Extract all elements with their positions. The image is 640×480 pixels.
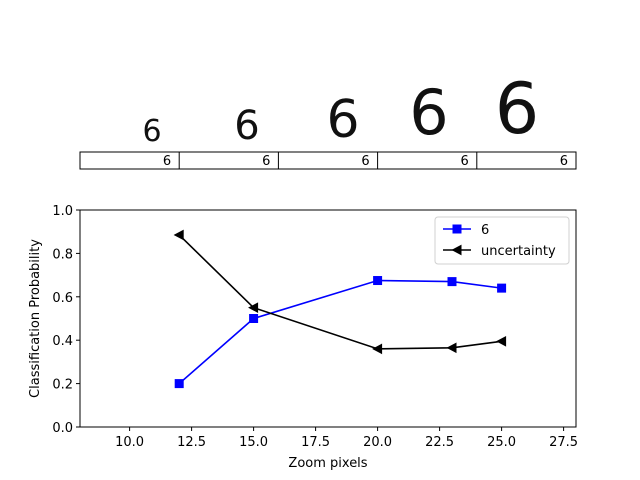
table-cell-label-1: 6: [163, 154, 171, 169]
series-2: [173, 229, 507, 355]
legend: 6 uncertainty: [434, 216, 570, 265]
digit-image-3: 6: [326, 90, 359, 150]
y-tick-label: 0.0: [52, 421, 73, 436]
digit-image-1: 6: [142, 114, 161, 149]
x-tick-label: 22.5: [425, 435, 454, 450]
digit-image-2: 6: [234, 103, 259, 149]
x-tick-label: 15.0: [239, 435, 268, 450]
table-cell-label-2: 6: [262, 154, 270, 169]
series-1: [174, 276, 507, 389]
digit-image-5: 6: [495, 68, 540, 150]
data-point: [496, 335, 507, 347]
x-tick-label: 12.5: [177, 435, 206, 450]
table-border: [79, 151, 577, 170]
table-cell-label-4: 6: [461, 154, 469, 169]
table-cell-label-3: 6: [361, 154, 369, 169]
y-tick-label: 0.6: [52, 291, 73, 306]
label-table: 6 6 6 6 6: [79, 151, 577, 170]
plot-area: 10.0 12.5 15.0 17.5 20.0 22.5 25.0 27.5 0.0 0.2 0.…: [28, 204, 578, 471]
data-point: [497, 283, 507, 293]
y-tick-label: 0.8: [52, 247, 73, 262]
x-tick-label: 20.0: [363, 435, 392, 450]
x-tick-label: 27.5: [549, 435, 578, 450]
legend-label: uncertainty: [481, 244, 556, 259]
table-cell-label-5: 6: [560, 154, 568, 169]
x-axis-label: Zoom pixels: [288, 456, 367, 471]
data-point: [249, 314, 259, 323]
data-point: [372, 343, 383, 355]
x-tick-label: 17.5: [301, 435, 330, 450]
legend-marker: [452, 224, 462, 234]
legend-label: 6: [481, 223, 489, 238]
axes-frame: [79, 209, 577, 428]
data-point: [173, 229, 184, 241]
y-tick-label: 0.2: [52, 378, 73, 393]
y-axis-label: Classification Probability: [28, 239, 43, 398]
data-point: [174, 379, 184, 389]
legend-marker: [451, 244, 462, 256]
data-point: [446, 342, 457, 354]
data-point: [373, 276, 383, 286]
data-point: [447, 277, 457, 287]
x-tick-label: 10.0: [115, 435, 144, 450]
y-tick-label: 1.0: [52, 204, 73, 219]
data-point: [248, 302, 259, 313]
series-line: [178, 279, 502, 385]
x-tick-label: 25.0: [487, 435, 516, 450]
y-tick-label: 0.4: [52, 334, 73, 349]
digit-image-4: 6: [409, 76, 448, 149]
